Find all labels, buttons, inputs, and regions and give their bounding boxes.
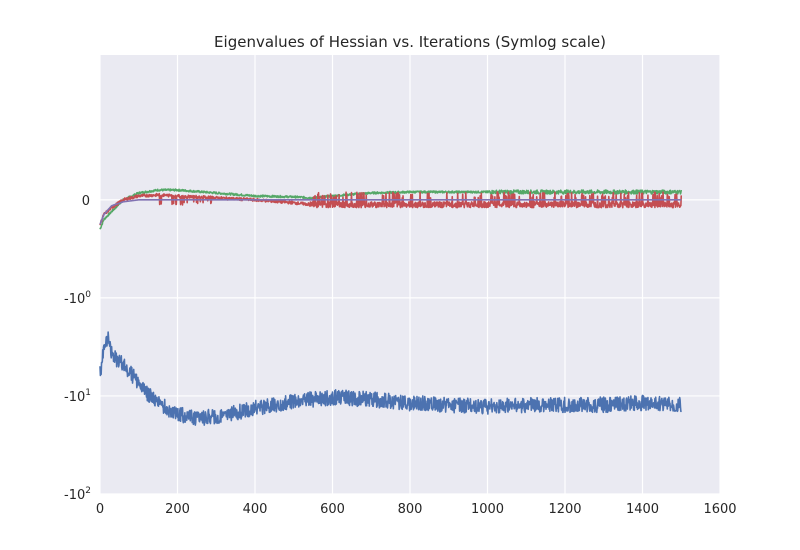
- y-tick-label: 0: [82, 194, 90, 209]
- y-axis-ticks: 0-100-101-102: [64, 194, 91, 503]
- x-tick-label: 200: [165, 502, 190, 517]
- x-tick-label: 1000: [471, 502, 504, 517]
- x-axis-ticks: 0 200 400 600 800 1000 1200 1400 1600: [96, 502, 737, 517]
- y-tick-exponent: 0: [85, 290, 91, 300]
- y-tick-base: -10: [64, 292, 85, 307]
- chart-title: Eigenvalues of Hessian vs. Iterations (S…: [214, 33, 606, 51]
- y-tick-label: -102: [64, 486, 91, 503]
- series-line: [99, 188, 683, 230]
- x-tick-label: 800: [398, 502, 423, 517]
- series-line: [99, 199, 682, 225]
- y-tick-label: -100: [64, 290, 91, 307]
- x-tick-label: 0: [96, 502, 104, 517]
- series-lines: [99, 188, 683, 426]
- x-tick-label: 1400: [626, 502, 659, 517]
- y-tick-exponent: 2: [85, 486, 91, 496]
- x-tick-label: 600: [320, 502, 345, 517]
- x-tick-label: 400: [243, 502, 268, 517]
- y-tick-exponent: 1: [85, 388, 91, 398]
- x-tick-label: 1600: [703, 502, 736, 517]
- series-line: [99, 331, 682, 426]
- y-tick-label: -101: [64, 388, 91, 405]
- y-tick-base: -10: [64, 488, 85, 503]
- series-line: [99, 191, 683, 226]
- x-tick-label: 1200: [548, 502, 581, 517]
- y-tick-base: -10: [64, 390, 85, 405]
